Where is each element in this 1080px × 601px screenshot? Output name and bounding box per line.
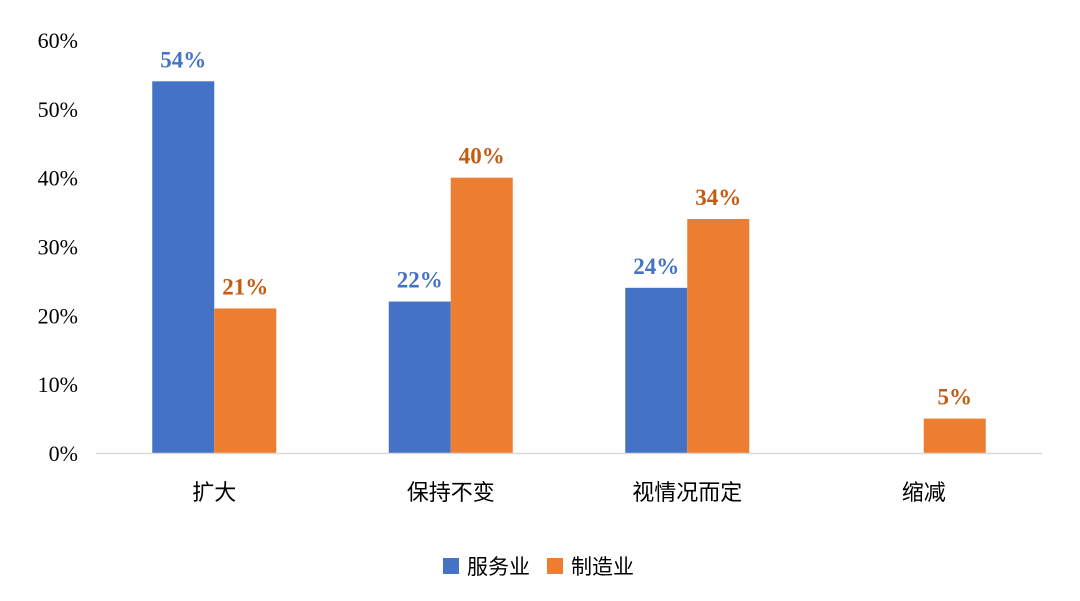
bar xyxy=(152,81,215,454)
data-label: 5% xyxy=(938,385,973,410)
y-tick-label: 60% xyxy=(38,28,78,53)
x-category-label: 保持不变 xyxy=(407,481,495,506)
legend-swatch xyxy=(547,558,563,574)
x-category-label: 视情况而定 xyxy=(632,481,742,506)
data-label: 22% xyxy=(397,268,443,293)
bar xyxy=(687,218,750,453)
x-category-label: 缩减 xyxy=(902,481,946,506)
data-label: 54% xyxy=(160,47,206,72)
data-label: 24% xyxy=(633,254,679,279)
y-tick-label: 40% xyxy=(38,166,78,191)
x-category-label: 扩大 xyxy=(192,481,236,506)
bar xyxy=(388,301,451,453)
data-label: 34% xyxy=(695,185,741,210)
y-tick-label: 30% xyxy=(38,235,78,260)
bar xyxy=(450,177,513,453)
legend-label: 制造业 xyxy=(571,555,634,579)
bars xyxy=(152,81,986,454)
y-tick-label: 20% xyxy=(38,303,78,328)
y-tick-label: 0% xyxy=(49,441,78,466)
bar xyxy=(214,308,277,453)
legend-swatch xyxy=(443,558,459,574)
data-label: 40% xyxy=(459,144,505,169)
bar xyxy=(923,418,986,453)
legend-label: 服务业 xyxy=(467,555,530,579)
data-label: 21% xyxy=(222,274,268,299)
x-axis-categories: 扩大 保持不变 视情况而定 缩减 xyxy=(192,481,946,506)
y-tick-label: 10% xyxy=(38,372,78,397)
y-tick-label: 50% xyxy=(38,97,78,122)
legend: 服务业 制造业 xyxy=(443,555,634,579)
bar xyxy=(625,287,688,453)
y-axis-ticks: 0% 10% 20% 30% 40% 50% 60% xyxy=(38,28,78,466)
data-labels: 54% 21% 22% 40% 24% 34% 5% xyxy=(160,47,972,409)
